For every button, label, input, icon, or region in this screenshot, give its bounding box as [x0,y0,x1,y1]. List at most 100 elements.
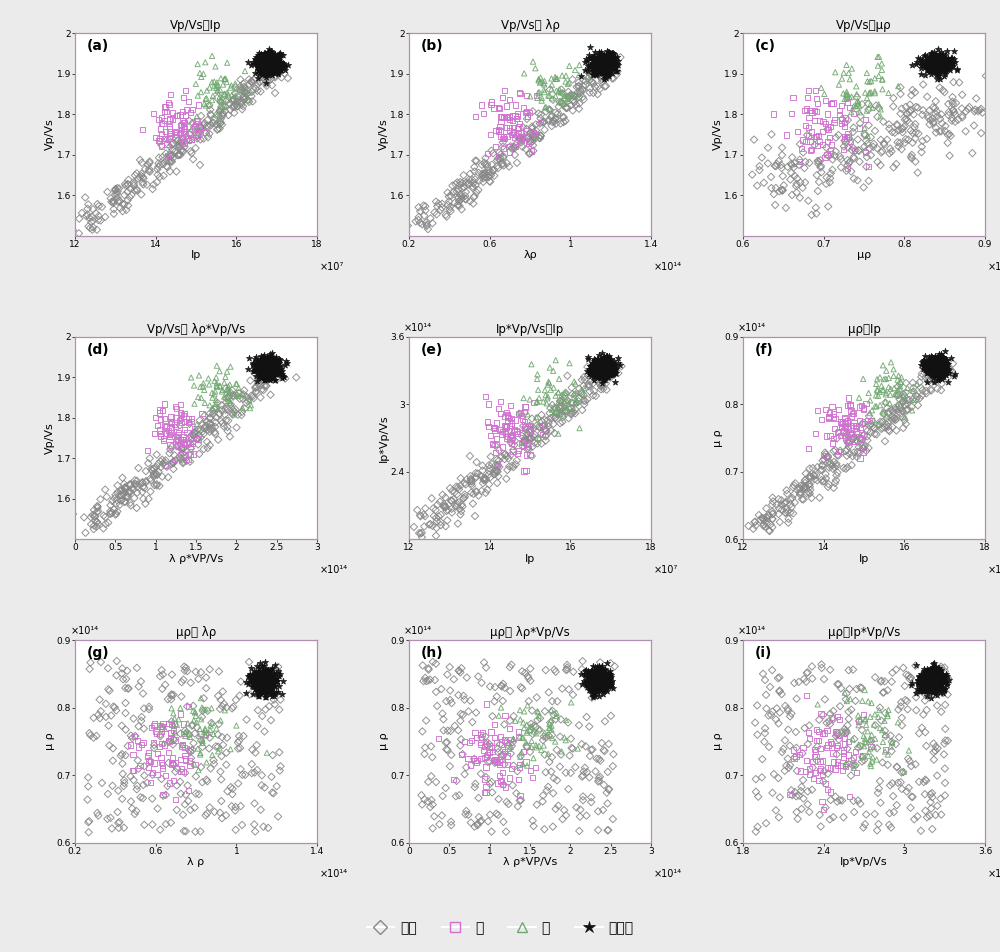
Point [590,57,606,72]
Point [230,735,246,750]
Point [207,419,223,434]
Point [549,83,565,98]
Point [926,62,942,77]
Point [593,355,609,370]
Point [256,55,272,70]
Point [919,688,935,704]
Point [899,693,915,708]
Point [262,366,278,381]
Point [150,418,166,433]
Point [258,59,274,74]
Point [260,672,276,687]
Point [202,662,218,677]
Point [206,74,222,89]
Point [264,45,280,60]
Point [822,717,838,732]
Point [604,359,620,374]
Point [250,54,266,69]
Point [889,798,905,813]
Point [923,676,939,691]
Point [585,659,601,674]
Point [570,741,586,756]
Point [253,49,269,64]
Point [867,123,883,138]
Point [571,823,587,839]
Point [474,730,490,745]
Point [917,786,933,802]
Point [924,789,940,804]
Point [258,62,274,77]
Point [488,463,504,478]
Point [582,665,598,681]
Point [150,456,166,471]
Point [251,54,267,69]
Point [272,358,288,373]
Point [584,62,600,77]
Point [474,458,490,473]
Point [158,458,174,473]
Point [266,353,282,368]
Point [932,62,948,77]
Point [931,364,947,379]
Point [452,187,468,202]
Point [913,380,929,395]
Point [586,676,602,691]
Point [505,141,521,156]
Point [821,129,837,145]
Point [601,666,617,682]
Point [898,375,914,390]
Point [257,354,273,369]
Point [916,669,932,684]
Point [878,385,894,400]
Point [444,696,460,711]
Point [246,364,262,379]
Point [257,49,273,64]
Point [845,732,861,747]
Point [584,686,600,702]
Point [540,746,556,762]
Point [930,358,946,373]
Point [825,704,841,719]
Point [250,374,266,389]
Point [258,358,274,373]
Point [179,426,195,441]
Point [256,667,272,683]
Point [261,357,277,372]
Point [600,363,616,378]
Point [930,50,946,66]
Point [581,770,597,785]
Point [954,108,970,123]
Point [254,50,270,66]
Point [783,166,799,181]
Point [797,475,813,490]
Point [255,360,271,375]
Point [857,439,873,454]
Point [927,674,943,689]
Point [205,390,221,406]
Point [915,683,931,698]
Point [806,103,822,118]
Point [240,54,256,69]
Point [828,724,844,740]
Point [599,57,615,72]
Point [554,395,570,410]
Point [605,357,621,372]
Point [157,124,173,139]
Point [958,104,974,119]
Point [878,728,894,744]
Point [116,476,132,491]
Point [452,478,468,493]
Point [264,56,280,71]
Point [596,49,612,64]
Point [594,65,610,80]
Point [210,744,226,759]
Point [210,401,226,416]
Point [261,366,277,381]
Point [921,669,937,684]
Point [126,729,142,744]
Point [924,47,940,62]
Point [223,80,239,95]
Point [257,359,273,374]
Point [487,438,503,453]
Point [248,681,264,696]
